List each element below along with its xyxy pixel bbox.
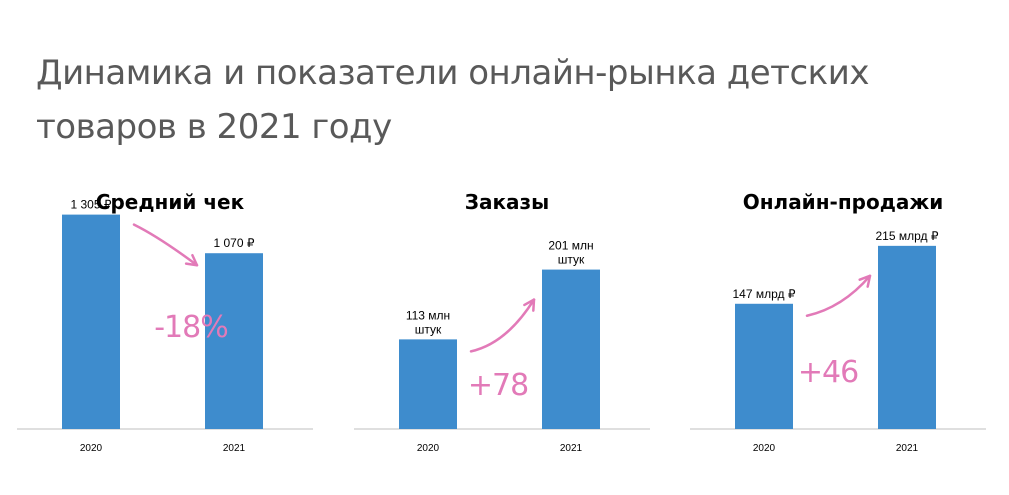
x-tick-label: 2021	[223, 443, 246, 454]
arrow-head-icon	[858, 274, 872, 288]
data-label: штук	[415, 322, 442, 336]
arrow-head-icon	[523, 298, 536, 312]
data-label: 215 млрд ₽	[876, 229, 939, 243]
x-tick-label: 2021	[896, 443, 919, 454]
bar-2021	[878, 245, 936, 429]
change-label: +78	[468, 368, 528, 403]
data-label: 1 305 ₽	[71, 198, 112, 212]
chart-title: Заказы	[464, 190, 550, 214]
chart-title: Онлайн-продажи	[742, 190, 944, 214]
change-label: -18%	[154, 310, 228, 345]
bar-2020	[735, 303, 793, 429]
trend-arrow	[469, 298, 536, 353]
chart-average-check: Средний чек 1 305 ₽ 2020 1 070 ₽ 2021 -18%	[15, 180, 325, 480]
data-label: штук	[558, 253, 585, 267]
bar-chart-online-sales: 147 млрд ₽ 2020 215 млрд ₽ 2021 +46	[690, 229, 986, 454]
x-tick-label: 2020	[417, 443, 440, 454]
data-label: 147 млрд ₽	[733, 287, 796, 301]
arrow-head-icon	[184, 253, 199, 267]
bar-chart-average-check: 1 305 ₽ 2020 1 070 ₽ 2021 -18%	[17, 198, 313, 454]
chart-online-sales: Онлайн-продажи 147 млрд ₽ 2020 215 млрд ₽ 2…	[688, 180, 998, 480]
data-label: 113 млн	[406, 308, 450, 322]
bar-2021	[542, 269, 600, 429]
page-title: Динамика и показатели онлайн-рынка детск…	[36, 53, 869, 147]
bar-2020	[62, 214, 120, 429]
change-label: +46	[798, 355, 858, 390]
x-tick-label: 2020	[753, 443, 776, 454]
trend-arrow	[132, 223, 199, 267]
bar-2021	[205, 253, 263, 429]
bar-2020	[399, 339, 457, 429]
x-tick-label: 2020	[80, 443, 103, 454]
data-label: 1 070 ₽	[214, 236, 255, 250]
chart-orders: Заказы 113 млн штук 2020 201 млн штук 2021 +78	[352, 180, 662, 480]
data-label: 201 млн	[548, 239, 593, 253]
x-tick-label: 2021	[560, 443, 583, 454]
trend-arrow	[805, 274, 872, 318]
chart-title: Средний чек	[95, 190, 245, 214]
